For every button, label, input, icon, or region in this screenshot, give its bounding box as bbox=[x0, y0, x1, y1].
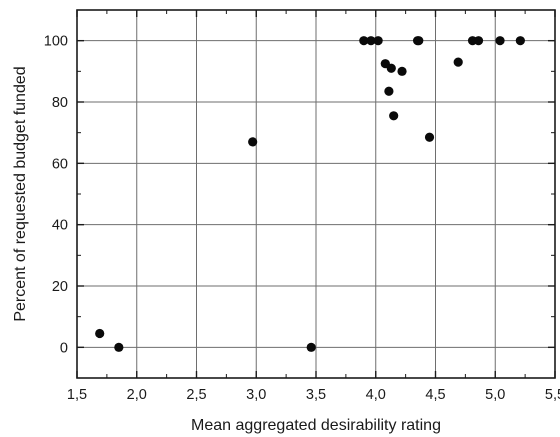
x-tick-label: 5,0 bbox=[485, 387, 505, 403]
y-tick-label: 0 bbox=[60, 340, 68, 356]
data-point bbox=[424, 132, 435, 142]
data-point bbox=[114, 342, 124, 352]
x-axis-label: Mean aggregated desirability rating bbox=[191, 417, 441, 434]
x-tick-label: 2,0 bbox=[127, 387, 147, 403]
data-point bbox=[386, 63, 396, 73]
data-point bbox=[453, 57, 463, 67]
x-tick-label: 3,5 bbox=[306, 387, 326, 403]
x-tick-label: 5,5 bbox=[545, 387, 560, 403]
plot-frame bbox=[76, 9, 556, 379]
data-point bbox=[359, 36, 369, 46]
data-point bbox=[366, 36, 376, 46]
data-point bbox=[414, 36, 424, 46]
y-tick-labels: 0 20 40 60 80 100 bbox=[44, 34, 68, 357]
y-tick-label: 100 bbox=[44, 34, 68, 50]
gridlines bbox=[77, 10, 555, 378]
x-tick-label: 4,0 bbox=[366, 387, 386, 403]
x-tick-labels: 1,5 2,0 2,5 3,0 3,5 4,0 4,5 5,0 5,5 bbox=[67, 387, 560, 403]
data-point bbox=[95, 328, 105, 339]
data-point bbox=[384, 86, 394, 96]
y-tick-label: 40 bbox=[52, 218, 68, 234]
data-point bbox=[515, 36, 525, 46]
data-point bbox=[397, 66, 407, 76]
data-point bbox=[495, 36, 505, 46]
y-tick-label: 20 bbox=[52, 279, 68, 295]
y-axis-label: Percent of requested budget funded bbox=[12, 66, 29, 321]
data-point bbox=[306, 342, 316, 352]
y-tick-label: 60 bbox=[52, 156, 68, 172]
x-tick-label: 4,5 bbox=[425, 387, 445, 403]
data-point bbox=[389, 111, 399, 121]
x-tick-label: 2,5 bbox=[186, 387, 206, 403]
x-tick-label: 3,0 bbox=[246, 387, 266, 403]
data-point bbox=[473, 36, 484, 46]
x-tick-label: 1,5 bbox=[67, 387, 87, 403]
data-points bbox=[95, 36, 525, 352]
data-point bbox=[248, 137, 258, 147]
y-tick-label: 80 bbox=[52, 95, 68, 111]
data-point bbox=[373, 36, 383, 46]
